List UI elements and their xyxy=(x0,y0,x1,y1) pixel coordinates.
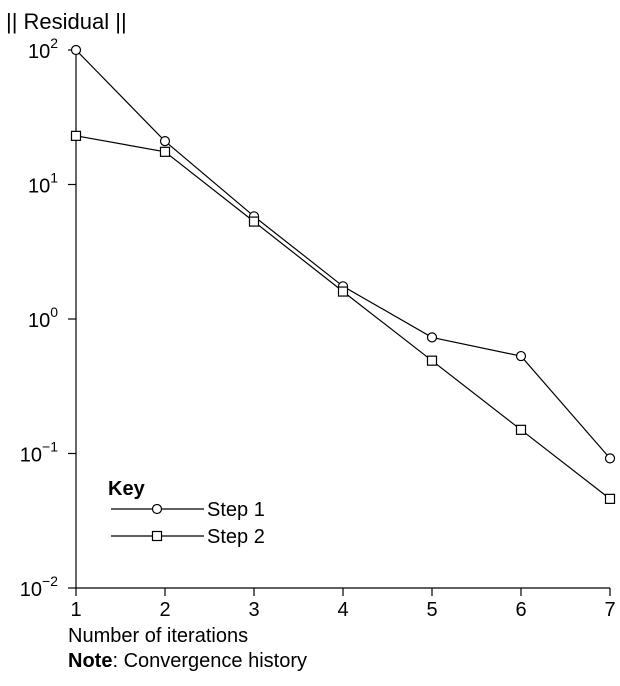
x-tick-label: 7 xyxy=(604,599,615,621)
y-tick-label: 101 xyxy=(28,170,58,198)
data-point-2 xyxy=(70,130,82,141)
data-point-1 xyxy=(426,332,438,343)
legend-title: Key xyxy=(108,478,146,500)
data-point-1 xyxy=(70,44,82,56)
x-axis-label: Number of iterations xyxy=(68,625,248,647)
series-1 xyxy=(70,44,616,464)
y-tick-label: 102 xyxy=(28,35,58,63)
y-axis-label: || Residual || xyxy=(6,9,127,34)
legend-label: Step 2 xyxy=(207,526,265,548)
data-point-2 xyxy=(515,424,527,435)
legend-item-1: Step 1 xyxy=(111,499,265,521)
series-layer xyxy=(70,44,616,504)
x-tick-label: 5 xyxy=(426,599,437,621)
legend-marker xyxy=(151,503,163,515)
y-tick-label: 10−2 xyxy=(20,573,58,601)
x-tick-label: 2 xyxy=(159,599,170,621)
y-tick-label: 100 xyxy=(28,304,58,332)
y-tick-label: 10−1 xyxy=(20,439,58,467)
data-point-1 xyxy=(515,350,527,362)
series-line-2 xyxy=(75,135,611,500)
legend-marker xyxy=(151,530,163,542)
legend-label: Step 1 xyxy=(207,499,265,521)
data-point-2 xyxy=(248,216,260,227)
series-line-1 xyxy=(75,49,611,459)
note-text: : Convergence history xyxy=(112,650,307,672)
x-tick-label: 1 xyxy=(70,599,81,621)
data-point-2 xyxy=(426,355,438,366)
data-point-2 xyxy=(337,286,349,297)
data-point-1 xyxy=(604,453,616,464)
data-point-2 xyxy=(604,493,616,504)
x-axis-ticks: 1 2 3 4 5 6 7 xyxy=(70,588,616,621)
x-tick-label: 6 xyxy=(515,599,526,621)
data-point-1 xyxy=(159,136,171,147)
y-axis-ticks: 102 101 100 10−1 10−2 xyxy=(20,35,76,601)
series-2 xyxy=(70,130,616,504)
x-tick-label: 4 xyxy=(337,599,348,621)
chart-note: Note: Convergence history xyxy=(68,650,307,673)
x-tick-label: 3 xyxy=(248,599,259,621)
note-label: Note xyxy=(68,650,113,672)
legend-item-2: Step 2 xyxy=(111,526,265,548)
legend: Key Step 1 Step 2 xyxy=(108,478,265,548)
data-point-2 xyxy=(159,146,171,157)
